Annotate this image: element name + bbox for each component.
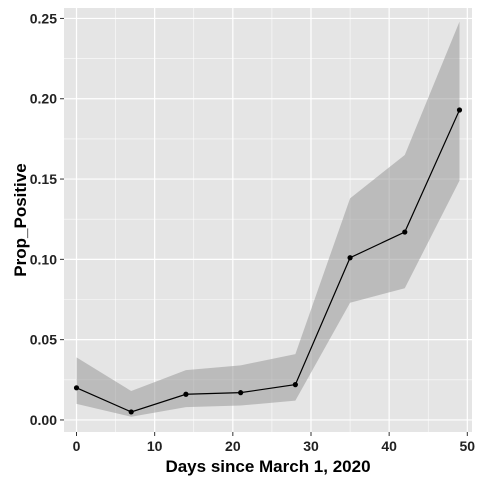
confidence-band-layer bbox=[76, 21, 460, 417]
y-axis-title: Prop_Positive bbox=[11, 163, 30, 276]
y-axis-ticks: 0.00 0.05 0.10 0.15 0.20 0.25 bbox=[30, 10, 64, 428]
x-axis-ticks: 0 10 20 30 40 50 bbox=[73, 432, 476, 454]
y-tick-label: 0.25 bbox=[30, 10, 57, 26]
x-tick-label: 40 bbox=[381, 438, 397, 454]
series-line bbox=[76, 109, 461, 413]
data-point bbox=[292, 382, 298, 388]
major-gridlines bbox=[64, 8, 472, 432]
data-point bbox=[238, 390, 244, 396]
confidence-band bbox=[76, 21, 460, 417]
x-tick-label: 50 bbox=[460, 438, 476, 454]
data-point bbox=[73, 385, 80, 391]
x-tick-label: 20 bbox=[225, 438, 241, 454]
y-tick-label: 0.15 bbox=[30, 171, 57, 187]
y-tick-label: 0.20 bbox=[30, 91, 57, 107]
data-point bbox=[347, 255, 353, 261]
y-tick-label: 0.10 bbox=[30, 251, 57, 267]
y-tick-label: 0.00 bbox=[30, 412, 57, 428]
x-tick-label: 30 bbox=[303, 438, 319, 454]
data-point-layer bbox=[73, 107, 463, 415]
x-tick-label: 0 bbox=[73, 438, 81, 454]
data-point bbox=[456, 107, 463, 113]
series-line-layer bbox=[76, 109, 461, 413]
x-axis-title: Days since March 1, 2020 bbox=[165, 457, 370, 476]
data-point bbox=[128, 409, 134, 415]
data-point bbox=[183, 391, 189, 397]
data-point bbox=[402, 229, 408, 235]
y-tick-label: 0.05 bbox=[30, 332, 57, 348]
x-tick-label: 10 bbox=[147, 438, 163, 454]
